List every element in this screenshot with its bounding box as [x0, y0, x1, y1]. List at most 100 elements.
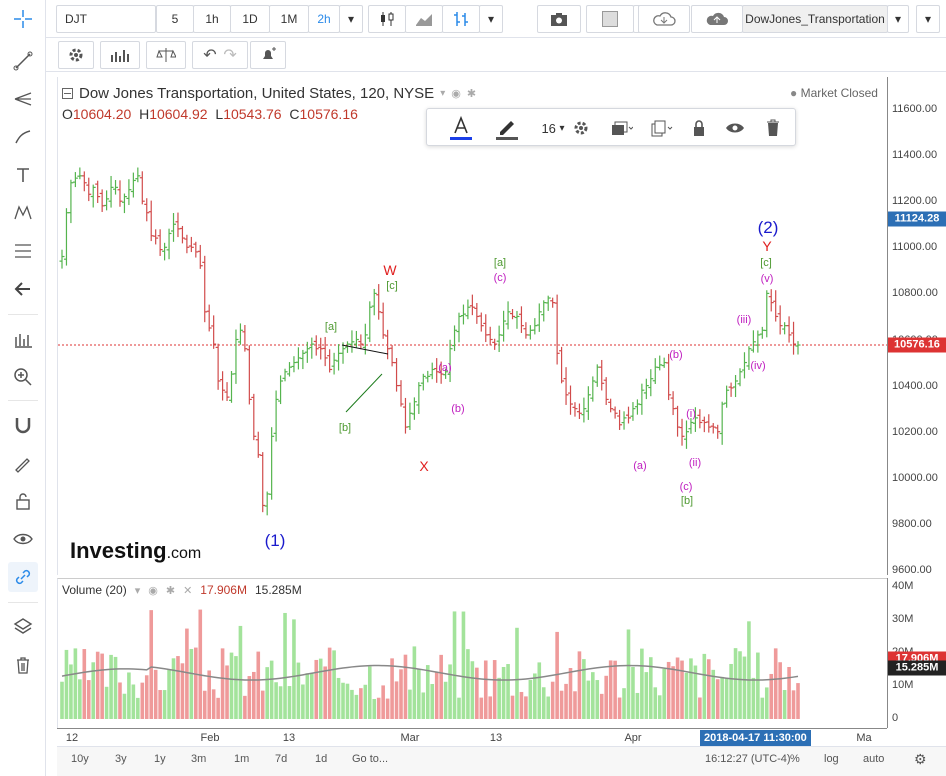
price-axis[interactable]: 11600.00 11400.00 11200.00 11000.00 10800.00…: [887, 77, 946, 576]
eye-icon[interactable]: [8, 524, 38, 554]
range-button[interactable]: Go to...: [352, 753, 389, 765]
interval-1m[interactable]: 1M: [269, 5, 309, 33]
style-dropdown[interactable]: ▾: [479, 5, 503, 33]
indicators-button[interactable]: [100, 41, 140, 69]
wave-label[interactable]: [c]: [760, 257, 772, 269]
hide-drawing-button[interactable]: [717, 113, 753, 143]
brush-icon[interactable]: [8, 122, 38, 152]
trendline-icon[interactable]: [8, 46, 38, 76]
collapse-icon[interactable]: [62, 88, 73, 99]
range-button[interactable]: 1y: [154, 753, 166, 765]
zoom-icon[interactable]: [8, 362, 38, 392]
bars-style-button[interactable]: [442, 5, 480, 33]
auto-toggle[interactable]: auto: [863, 753, 885, 765]
eye-icon[interactable]: ◉: [451, 88, 461, 100]
candles-style-button[interactable]: [368, 5, 406, 33]
interval-dropdown[interactable]: ▾: [339, 5, 363, 33]
wave-label[interactable]: (c): [679, 481, 693, 493]
delete-drawing-button[interactable]: [755, 113, 791, 143]
wave-label[interactable]: (i): [686, 408, 696, 420]
wave-label[interactable]: X: [419, 458, 429, 474]
wave-label[interactable]: [c]: [386, 280, 398, 292]
clone-button[interactable]: [643, 113, 679, 143]
wave-label[interactable]: W: [383, 262, 397, 278]
range-button[interactable]: 3y: [115, 753, 127, 765]
magnet-icon[interactable]: [8, 410, 38, 440]
wave-label[interactable]: [b]: [338, 422, 352, 434]
cloud-save-button[interactable]: [691, 5, 743, 33]
percent-toggle[interactable]: %: [790, 753, 800, 765]
pencil-lock-icon[interactable]: [8, 448, 38, 478]
text-color-button[interactable]: [439, 113, 483, 143]
pattern-icon[interactable]: [8, 198, 38, 228]
undo-redo-group[interactable]: ↶ ↷: [192, 41, 248, 69]
wave-label[interactable]: [b]: [680, 495, 694, 507]
undo-icon[interactable]: ↶: [203, 47, 217, 64]
area-chart-icon: [416, 14, 432, 26]
interval-1d[interactable]: 1D: [230, 5, 270, 33]
interval-1h[interactable]: 1h: [193, 5, 231, 33]
font-size-select[interactable]: 16 ▾: [531, 113, 575, 143]
pitchfork-icon[interactable]: [8, 84, 38, 114]
range-button[interactable]: 10y: [71, 753, 89, 765]
wave-label[interactable]: (b): [669, 349, 683, 361]
chart-name-field[interactable]: DowJones_Transportation: [742, 5, 888, 33]
wave-label[interactable]: (iii): [736, 314, 752, 326]
wave-label[interactable]: (b): [451, 403, 465, 415]
interval-5[interactable]: 5: [156, 5, 194, 33]
wave-label[interactable]: [a]: [324, 321, 338, 333]
range-button[interactable]: 1d: [315, 753, 328, 765]
visual-order-button[interactable]: [599, 113, 643, 143]
interval-2h[interactable]: 2h: [308, 5, 340, 33]
more-button[interactable]: ▾: [916, 5, 940, 33]
gear-icon[interactable]: ✱: [165, 584, 176, 597]
draw-settings-button[interactable]: [563, 113, 599, 143]
close-icon[interactable]: ✕: [183, 584, 193, 597]
chevron-down-icon[interactable]: ▾: [134, 584, 141, 597]
wave-label[interactable]: (iv): [750, 360, 766, 372]
wave-label[interactable]: (c): [493, 272, 507, 284]
link-icon[interactable]: [8, 562, 38, 592]
line-color-button[interactable]: [485, 113, 529, 143]
back-arrow-icon[interactable]: [8, 274, 38, 304]
range-button[interactable]: 7d: [275, 753, 288, 765]
volume-pane[interactable]: [57, 578, 887, 728]
alert-button[interactable]: [250, 41, 286, 69]
color-button[interactable]: [586, 5, 634, 33]
log-toggle[interactable]: log: [824, 753, 839, 765]
layers-icon[interactable]: [8, 612, 38, 642]
crosshair-icon[interactable]: [8, 4, 38, 34]
time-axis[interactable]: 12 Feb 13 Mar 13 Apr Ma 2018-04-17 11:30:00: [57, 728, 887, 746]
wave-label[interactable]: (1): [264, 531, 286, 550]
trash-icon[interactable]: [8, 650, 38, 680]
wave-label[interactable]: [a]: [493, 257, 507, 269]
lock-icon[interactable]: [8, 486, 38, 516]
settings-button[interactable]: [58, 41, 94, 69]
wave-label[interactable]: (v): [760, 273, 774, 285]
chart-name-dropdown[interactable]: ▾: [887, 5, 909, 33]
indicators-icon[interactable]: [8, 324, 38, 354]
snapshot-button[interactable]: [537, 5, 581, 33]
text-tool-icon[interactable]: [8, 160, 38, 190]
measure-icon[interactable]: [8, 236, 38, 266]
area-style-button[interactable]: [405, 5, 443, 33]
range-button[interactable]: 3m: [191, 753, 207, 765]
lock-drawing-button[interactable]: [681, 113, 717, 143]
wave-label[interactable]: (2): [757, 218, 779, 237]
cloud-load-button[interactable]: [638, 5, 690, 33]
price-chart[interactable]: [57, 77, 888, 575]
symbol-input[interactable]: DJT: [56, 5, 156, 33]
wave-label[interactable]: (a): [633, 460, 647, 472]
compare-button[interactable]: [146, 41, 186, 69]
gear-icon[interactable]: ⚙: [914, 751, 927, 767]
gear-icon[interactable]: ✱: [466, 88, 477, 100]
wave-label[interactable]: Y: [762, 238, 772, 254]
volume-bar: [194, 647, 198, 719]
redo-icon[interactable]: ↷: [223, 47, 237, 64]
chevron-down-icon[interactable]: ▾: [440, 88, 446, 99]
eye-icon[interactable]: ◉: [148, 584, 158, 597]
wave-label[interactable]: (a): [438, 362, 452, 374]
wave-label[interactable]: (ii): [688, 457, 702, 469]
range-button[interactable]: 1m: [234, 753, 250, 765]
